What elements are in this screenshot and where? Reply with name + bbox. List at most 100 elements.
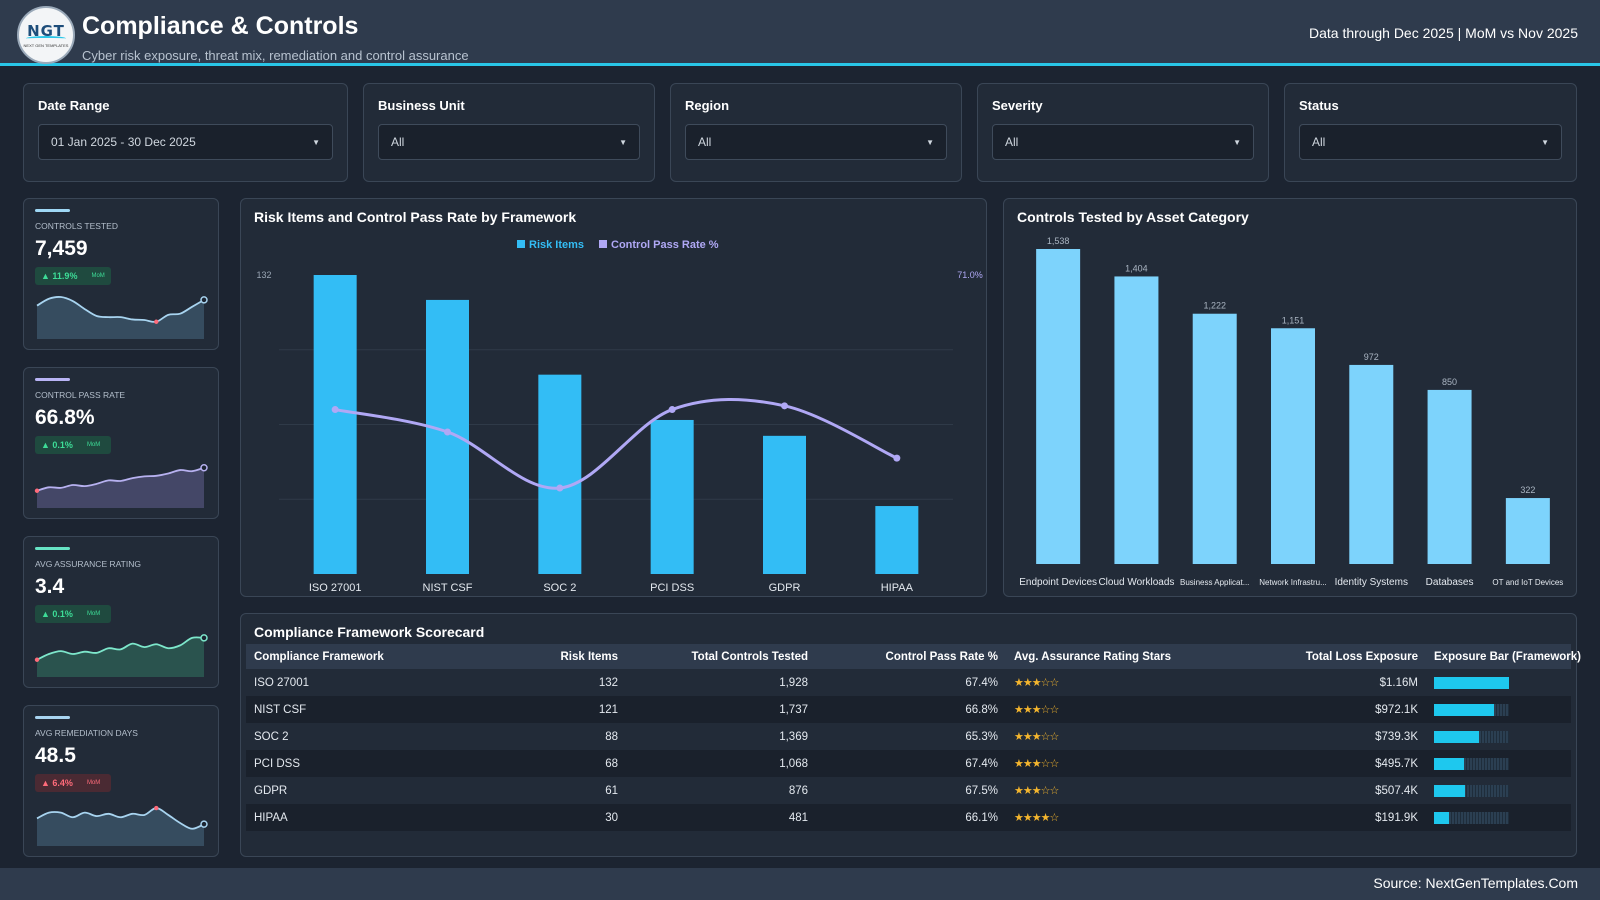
exposure-bar [1434,757,1509,770]
kpi-delta-badge: ▲ 0.1% MoM [35,605,111,623]
kpi-delta-badge: ▲ 6.4% MoM [35,774,111,792]
kpi-label: AVG ASSURANCE RATING [35,559,141,569]
sparkline-end-marker [200,634,208,642]
delta-period: MoM [91,273,105,279]
column-header[interactable]: Control Pass Rate % [885,650,998,663]
bar-data-label: 1,404 [1125,263,1148,273]
filter-label: Date Range [38,98,110,113]
source-credit: Source: NextGenTemplates.Com [1373,875,1578,891]
delta-value: 0.1% [52,440,73,450]
bar-risk-items [763,435,806,574]
column-header[interactable]: Total Controls Tested [691,650,809,663]
cell-framework: PCI DSS [254,757,301,770]
x-axis-tick-label: HIPAA [881,582,914,594]
filter-severity: Severity All ▼ [977,83,1269,182]
delta-arrow-icon: ▲ [41,778,53,788]
cell-pass-rate: 66.8% [965,703,998,716]
cell-pass-rate: 67.4% [965,676,998,689]
column-header[interactable]: Avg. Assurance Rating Stars [1014,650,1172,663]
sparkline-extreme-marker [154,805,159,811]
pass-rate-line [334,398,898,490]
bar-controls-tested [1036,249,1081,564]
kpi-label: CONTROL PASS RATE [35,390,126,400]
dropdown-value: All [391,135,405,149]
pass-rate-point [444,428,451,436]
delta-arrow-icon: ▲ [41,440,53,450]
cell-framework: GDPR [254,784,288,797]
kpi-sparkline [36,805,208,846]
sparkline-line [36,296,205,323]
table-row[interactable]: PCI DSS 68 1,068 67.4% ★★★☆☆ $495.7K [246,750,1571,777]
exposure-bar-fill [1434,676,1509,689]
kpi-sparkline [34,464,208,508]
kpi-accent-bar [35,209,70,212]
delta-arrow-icon: ▲ [41,609,53,619]
filter-label: Severity [992,98,1043,113]
business-unit-dropdown[interactable]: All ▼ [378,124,640,160]
sparkline-area [37,467,204,508]
cell-framework: NIST CSF [254,703,307,716]
region-dropdown[interactable]: All ▼ [685,124,947,160]
cell-controls-tested: 1,928 [779,676,808,689]
table-row[interactable]: HIPAA 30 481 66.1% ★★★★☆ $191.9K [246,804,1571,831]
bar-controls-tested [1349,364,1394,564]
cell-controls-tested: 1,369 [779,730,808,743]
bar-controls-tested [1505,498,1550,564]
cell-framework: ISO 27001 [254,676,309,689]
kpi-card-avg-assurance-rating: AVG ASSURANCE RATING 3.4 ▲ 0.1% MoM [23,536,219,688]
x-axis-tick-label: Endpoint Devices [1019,577,1097,588]
legend-swatch-risk-items [517,240,525,248]
dropdown-value: 01 Jan 2025 - 30 Dec 2025 [51,135,196,149]
sparkline-line [36,636,205,661]
kpi-sparkline [34,634,208,677]
cell-risk-items: 30 [605,811,618,824]
table-header-row: Compliance Framework Risk Items Total Co… [246,644,1581,669]
x-axis-tick-label: Identity Systems [1335,577,1408,588]
column-header[interactable]: Exposure Bar (Framework) [1434,650,1581,663]
cell-pass-rate: 66.1% [965,811,998,824]
kpi-card-controls-tested: CONTROLS TESTED 7,459 ▲ 11.9% MoM [23,198,219,350]
sparkline-end-marker [200,464,208,472]
bar-risk-items [313,275,357,574]
table-row[interactable]: NIST CSF 121 1,737 66.8% ★★★☆☆ $972.1K [246,696,1571,723]
filter-date-range: Date Range 01 Jan 2025 - 30 Dec 2025 ▼ [23,83,348,182]
header-bar: NGT NEXT GEN TEMPLATES Compliance & Cont… [0,0,1600,66]
panel-title: Risk Items and Control Pass Rate by Fram… [254,209,577,225]
x-axis-tick-label: Business Applicat... [1180,578,1249,587]
kpi-value: 3.4 [35,575,65,598]
column-header[interactable]: Total Loss Exposure [1305,650,1418,663]
panel-title: Controls Tested by Asset Category [1017,209,1249,225]
star-rating-icon: ★★★★☆ [1014,812,1059,824]
filter-business-unit: Business Unit All ▼ [363,83,655,182]
sparkline-extreme-marker [34,657,40,662]
status-dropdown[interactable]: All ▼ [1299,124,1562,160]
chevron-down-icon: ▼ [312,137,320,147]
filter-label: Region [685,98,730,113]
exposure-bar-fill [1434,757,1464,770]
legend-label-risk-items: Risk Items [529,239,584,251]
x-axis-tick-label: ISO 27001 [309,582,362,594]
severity-dropdown[interactable]: All ▼ [992,124,1254,160]
filter-label: Status [1299,98,1339,113]
star-rating-icon: ★★★☆☆ [1014,704,1059,716]
x-axis-tick-label: Network Infrastru... [1259,578,1327,587]
delta-value: 0.1% [52,609,73,619]
table-row[interactable]: ISO 27001 132 1,928 67.4% ★★★☆☆ $1.16M [246,669,1571,696]
date-range-dropdown[interactable]: 01 Jan 2025 - 30 Dec 2025 ▼ [38,124,333,160]
table-row[interactable]: GDPR 61 876 67.5% ★★★☆☆ $507.4K [246,777,1571,804]
chevron-down-icon: ▼ [1541,137,1549,147]
column-header[interactable]: Risk Items [560,650,618,663]
pass-rate-point [781,402,788,410]
chevron-down-icon: ▼ [1233,137,1241,147]
kpi-value: 7,459 [35,237,88,260]
table-row[interactable]: SOC 2 88 1,369 65.3% ★★★☆☆ $739.3K [246,723,1571,750]
kpi-accent-bar [35,547,70,550]
kpi-label: AVG REMEDIATION DAYS [35,728,138,738]
bar-risk-items [538,374,582,574]
sparkline-area [37,637,204,677]
y-axis-max-label: 132 [256,270,271,280]
column-header[interactable]: Compliance Framework [254,650,384,663]
cell-pass-rate: 65.3% [965,730,998,743]
exposure-bar-fill [1434,730,1479,743]
bar-data-label: 1,151 [1282,315,1305,325]
